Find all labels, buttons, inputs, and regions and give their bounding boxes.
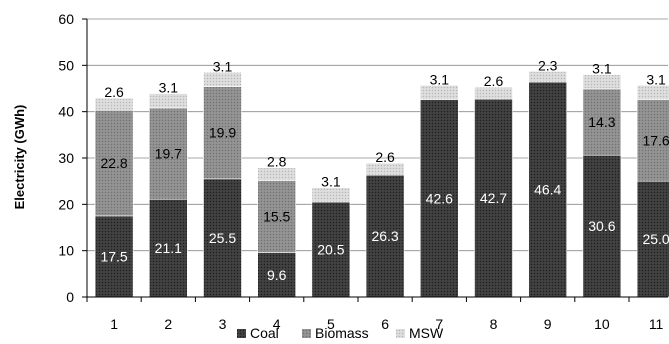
x-tick-label: 1 bbox=[110, 316, 118, 332]
x-tick-label: 8 bbox=[490, 316, 498, 332]
data-label-coal-4: 9.6 bbox=[267, 267, 287, 283]
x-tick-label: 5 bbox=[327, 316, 335, 332]
bars bbox=[94, 71, 669, 298]
data-label-msw-3: 3.1 bbox=[213, 58, 233, 74]
bar-coal-8 bbox=[474, 98, 513, 298]
legend-swatch bbox=[396, 329, 405, 338]
legend-item-msw: MSW bbox=[396, 325, 444, 341]
data-label-biomass-1: 22.8 bbox=[100, 155, 127, 171]
data-labels: 17.5 22.8 2.6 21.1 19.7 3.1 25.5 19.9 3.1 9.6 15.5… bbox=[100, 57, 669, 282]
bar-biomass-11 bbox=[636, 99, 669, 182]
data-label-biomass-4: 15.5 bbox=[263, 209, 290, 225]
bar-biomass-3 bbox=[203, 86, 242, 180]
data-label-coal-9: 46.4 bbox=[534, 182, 561, 198]
bar-msw-8 bbox=[474, 86, 513, 100]
x-tick-label: 7 bbox=[435, 316, 443, 332]
data-label-coal-10: 30.6 bbox=[588, 218, 615, 234]
legend-label: MSW bbox=[409, 325, 444, 341]
bar-msw-2 bbox=[149, 93, 188, 109]
legend-item-biomass: Biomass bbox=[302, 325, 369, 341]
bar-coal-11 bbox=[636, 180, 669, 298]
y-tick-label: 50 bbox=[58, 57, 74, 73]
bar-coal-6 bbox=[365, 174, 405, 298]
data-label-biomass-2: 19.7 bbox=[155, 146, 182, 162]
data-label-msw-4: 2.8 bbox=[267, 154, 287, 170]
legend-label: Biomass bbox=[315, 325, 369, 341]
x-tick-label: 2 bbox=[164, 316, 172, 332]
bar-msw-4 bbox=[257, 167, 297, 182]
data-label-msw-5: 3.1 bbox=[321, 174, 341, 190]
y-axis-label: Electricity (GWh) bbox=[12, 105, 27, 210]
x-tick-label: 10 bbox=[594, 316, 610, 332]
bar-msw-1 bbox=[94, 97, 134, 111]
data-label-msw-8: 2.6 bbox=[484, 73, 504, 89]
bar-msw-9 bbox=[528, 71, 568, 83]
legend: Coal Biomass MSW bbox=[237, 325, 444, 341]
bar-msw-10 bbox=[582, 74, 622, 90]
data-label-coal-8: 42.7 bbox=[480, 190, 507, 206]
data-label-msw-6: 2.6 bbox=[375, 149, 395, 165]
data-label-coal-11: 25.0 bbox=[642, 231, 669, 247]
data-label-biomass-10: 14.3 bbox=[588, 114, 615, 130]
bar-biomass-4 bbox=[257, 180, 297, 253]
bar-biomass-2 bbox=[149, 107, 188, 200]
x-tick-label: 4 bbox=[273, 316, 281, 332]
x-tick-label: 3 bbox=[219, 316, 227, 332]
bar-msw-7 bbox=[419, 84, 459, 100]
data-label-msw-7: 3.1 bbox=[430, 71, 450, 87]
data-label-coal-6: 26.3 bbox=[371, 228, 398, 244]
data-label-coal-7: 42.6 bbox=[426, 190, 453, 206]
y-tick-label: 40 bbox=[58, 104, 74, 120]
bar-msw-5 bbox=[311, 187, 351, 203]
legend-label: Coal bbox=[250, 325, 279, 341]
bar-biomass-1 bbox=[94, 109, 134, 217]
data-label-msw-10: 3.1 bbox=[592, 61, 612, 77]
y-tick-label: 10 bbox=[58, 243, 74, 259]
data-label-msw-1: 2.6 bbox=[104, 84, 124, 100]
data-label-coal-3: 25.5 bbox=[209, 230, 236, 246]
x-tick-label: 9 bbox=[544, 316, 552, 332]
bar-msw-6 bbox=[365, 162, 405, 176]
data-label-coal-2: 21.1 bbox=[155, 240, 182, 256]
x-tick-label: 11 bbox=[649, 316, 664, 332]
y-tick-label: 60 bbox=[58, 11, 74, 27]
legend-swatch bbox=[237, 329, 246, 338]
data-label-msw-11: 3.1 bbox=[646, 71, 666, 87]
legend-swatch bbox=[302, 329, 311, 338]
bar-msw-11 bbox=[636, 84, 669, 100]
x-tick-label: 6 bbox=[381, 316, 389, 332]
bar-msw-3 bbox=[203, 71, 242, 87]
bar-coal-10 bbox=[582, 154, 622, 298]
data-label-coal-5: 20.5 bbox=[317, 242, 344, 258]
y-tick-label: 0 bbox=[66, 289, 74, 305]
y-tick-label: 30 bbox=[58, 150, 74, 166]
data-label-biomass-11: 17.6 bbox=[642, 132, 669, 148]
legend-item-coal: Coal bbox=[237, 325, 279, 341]
bar-coal-7 bbox=[419, 99, 459, 298]
data-label-msw-9: 2.3 bbox=[538, 57, 558, 73]
data-label-coal-1: 17.5 bbox=[100, 248, 127, 264]
bar-coal-9 bbox=[528, 81, 568, 298]
data-label-biomass-3: 19.9 bbox=[209, 125, 236, 141]
y-tick-label: 20 bbox=[58, 196, 74, 212]
data-label-msw-2: 3.1 bbox=[159, 80, 179, 96]
axes: 0102030405060123456789101112 bbox=[58, 11, 668, 332]
